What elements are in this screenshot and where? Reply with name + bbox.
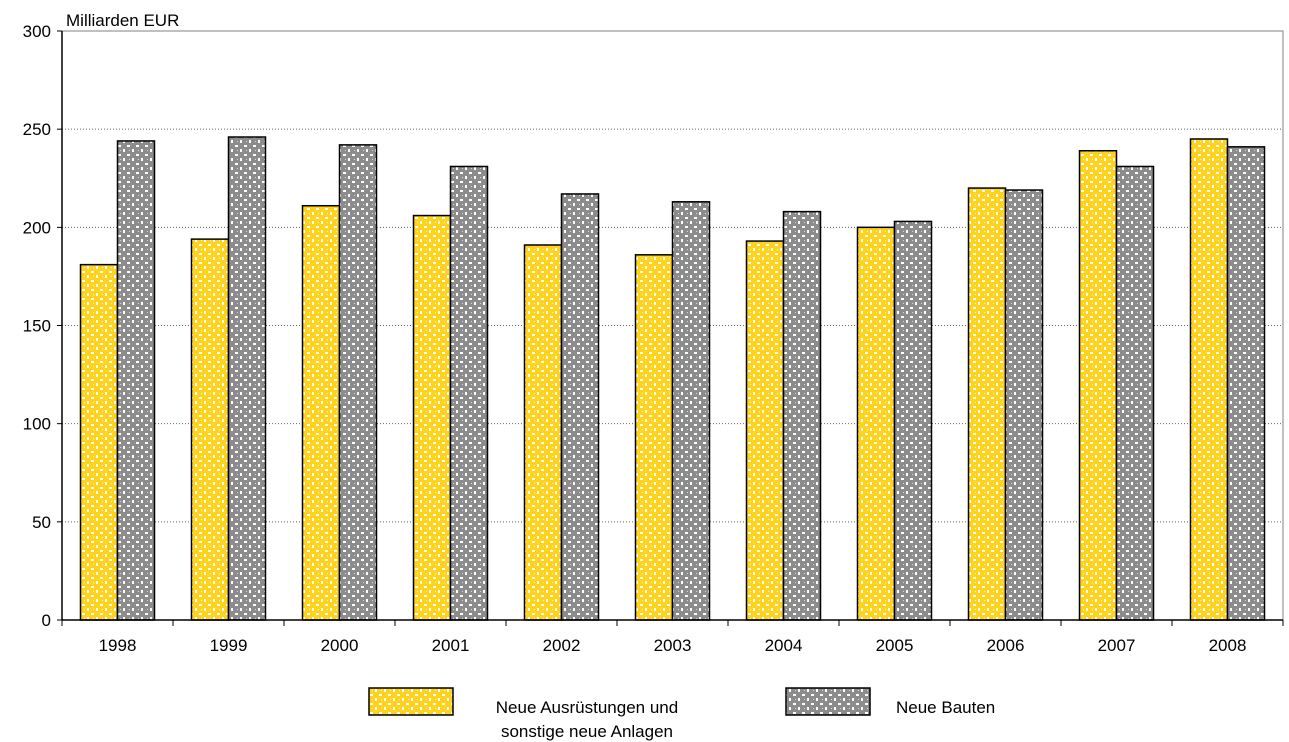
bar-series-2-2004 bbox=[782, 210, 822, 621]
bar-series-2-1998 bbox=[116, 140, 156, 621]
bar-series-2-2005 bbox=[893, 220, 933, 621]
bar-series-2-2007 bbox=[1115, 165, 1155, 621]
bar-series-1-2005 bbox=[856, 226, 896, 621]
x-tick-label: 2008 bbox=[1209, 636, 1247, 655]
x-tick-label: 2007 bbox=[1098, 636, 1136, 655]
bars bbox=[79, 136, 1266, 621]
x-tick-label: 1998 bbox=[99, 636, 137, 655]
bar-series-1-2003 bbox=[634, 254, 674, 621]
y-unit-label: Milliarden EUR bbox=[66, 11, 179, 30]
bar-series-2-2003 bbox=[671, 201, 711, 621]
legend: Neue Ausrüstungen und sonstige neue Anla… bbox=[368, 687, 995, 741]
bar-series-2-2002 bbox=[560, 193, 600, 621]
bar-series-1-2002 bbox=[523, 244, 563, 621]
bar-series-2-2001 bbox=[449, 165, 489, 621]
bar-series-2-2006 bbox=[1004, 189, 1044, 621]
legend-label-series-1-line-2: sonstige neue Anlagen bbox=[501, 722, 673, 741]
y-tick-label: 150 bbox=[23, 317, 51, 336]
bar-series-1-2008 bbox=[1189, 138, 1229, 621]
bar-series-1-2006 bbox=[967, 187, 1007, 621]
legend-label-series-2: Neue Bauten bbox=[896, 698, 995, 717]
x-tick-label: 2006 bbox=[987, 636, 1025, 655]
y-tick-label: 200 bbox=[23, 218, 51, 237]
y-tick-label: 100 bbox=[23, 415, 51, 434]
y-tick-label: 0 bbox=[42, 611, 51, 630]
y-tick-label: 250 bbox=[23, 120, 51, 139]
bar-series-1-1999 bbox=[190, 238, 230, 621]
legend-swatch-series-2 bbox=[785, 687, 871, 716]
y-tick-label: 50 bbox=[32, 513, 51, 532]
legend-label-series-1-line-1: Neue Ausrüstungen und bbox=[496, 698, 678, 717]
legend-item-series-1: Neue Ausrüstungen und sonstige neue Anla… bbox=[368, 687, 678, 741]
y-tick-label: 300 bbox=[23, 22, 51, 41]
bar-series-1-2001 bbox=[412, 214, 452, 621]
x-tick-label: 2003 bbox=[654, 636, 692, 655]
bar-series-1-2004 bbox=[745, 240, 785, 621]
x-tick-label: 2004 bbox=[765, 636, 803, 655]
x-tick-label: 2001 bbox=[432, 636, 470, 655]
bar-series-2-2008 bbox=[1226, 146, 1266, 621]
x-tick-label: 2000 bbox=[321, 636, 359, 655]
bar-series-2-1999 bbox=[227, 136, 267, 621]
bar-series-1-2000 bbox=[301, 204, 341, 621]
x-tick-label: 2005 bbox=[876, 636, 914, 655]
x-tick-label: 1999 bbox=[210, 636, 248, 655]
bar-series-1-1998 bbox=[79, 263, 119, 621]
bar-series-1-2007 bbox=[1078, 150, 1118, 621]
bar-series-2-2000 bbox=[338, 144, 378, 621]
x-axis-ticks: 1998 1999 2000 2001 2002 2003 2004 2005 2006 2007… bbox=[61, 620, 1284, 655]
x-tick-label: 2002 bbox=[543, 636, 581, 655]
legend-swatch-series-1 bbox=[368, 687, 454, 716]
legend-item-series-2: Neue Bauten bbox=[785, 687, 995, 717]
y-axis-ticks: 0 50 100 150 200 250 300 bbox=[23, 22, 62, 630]
